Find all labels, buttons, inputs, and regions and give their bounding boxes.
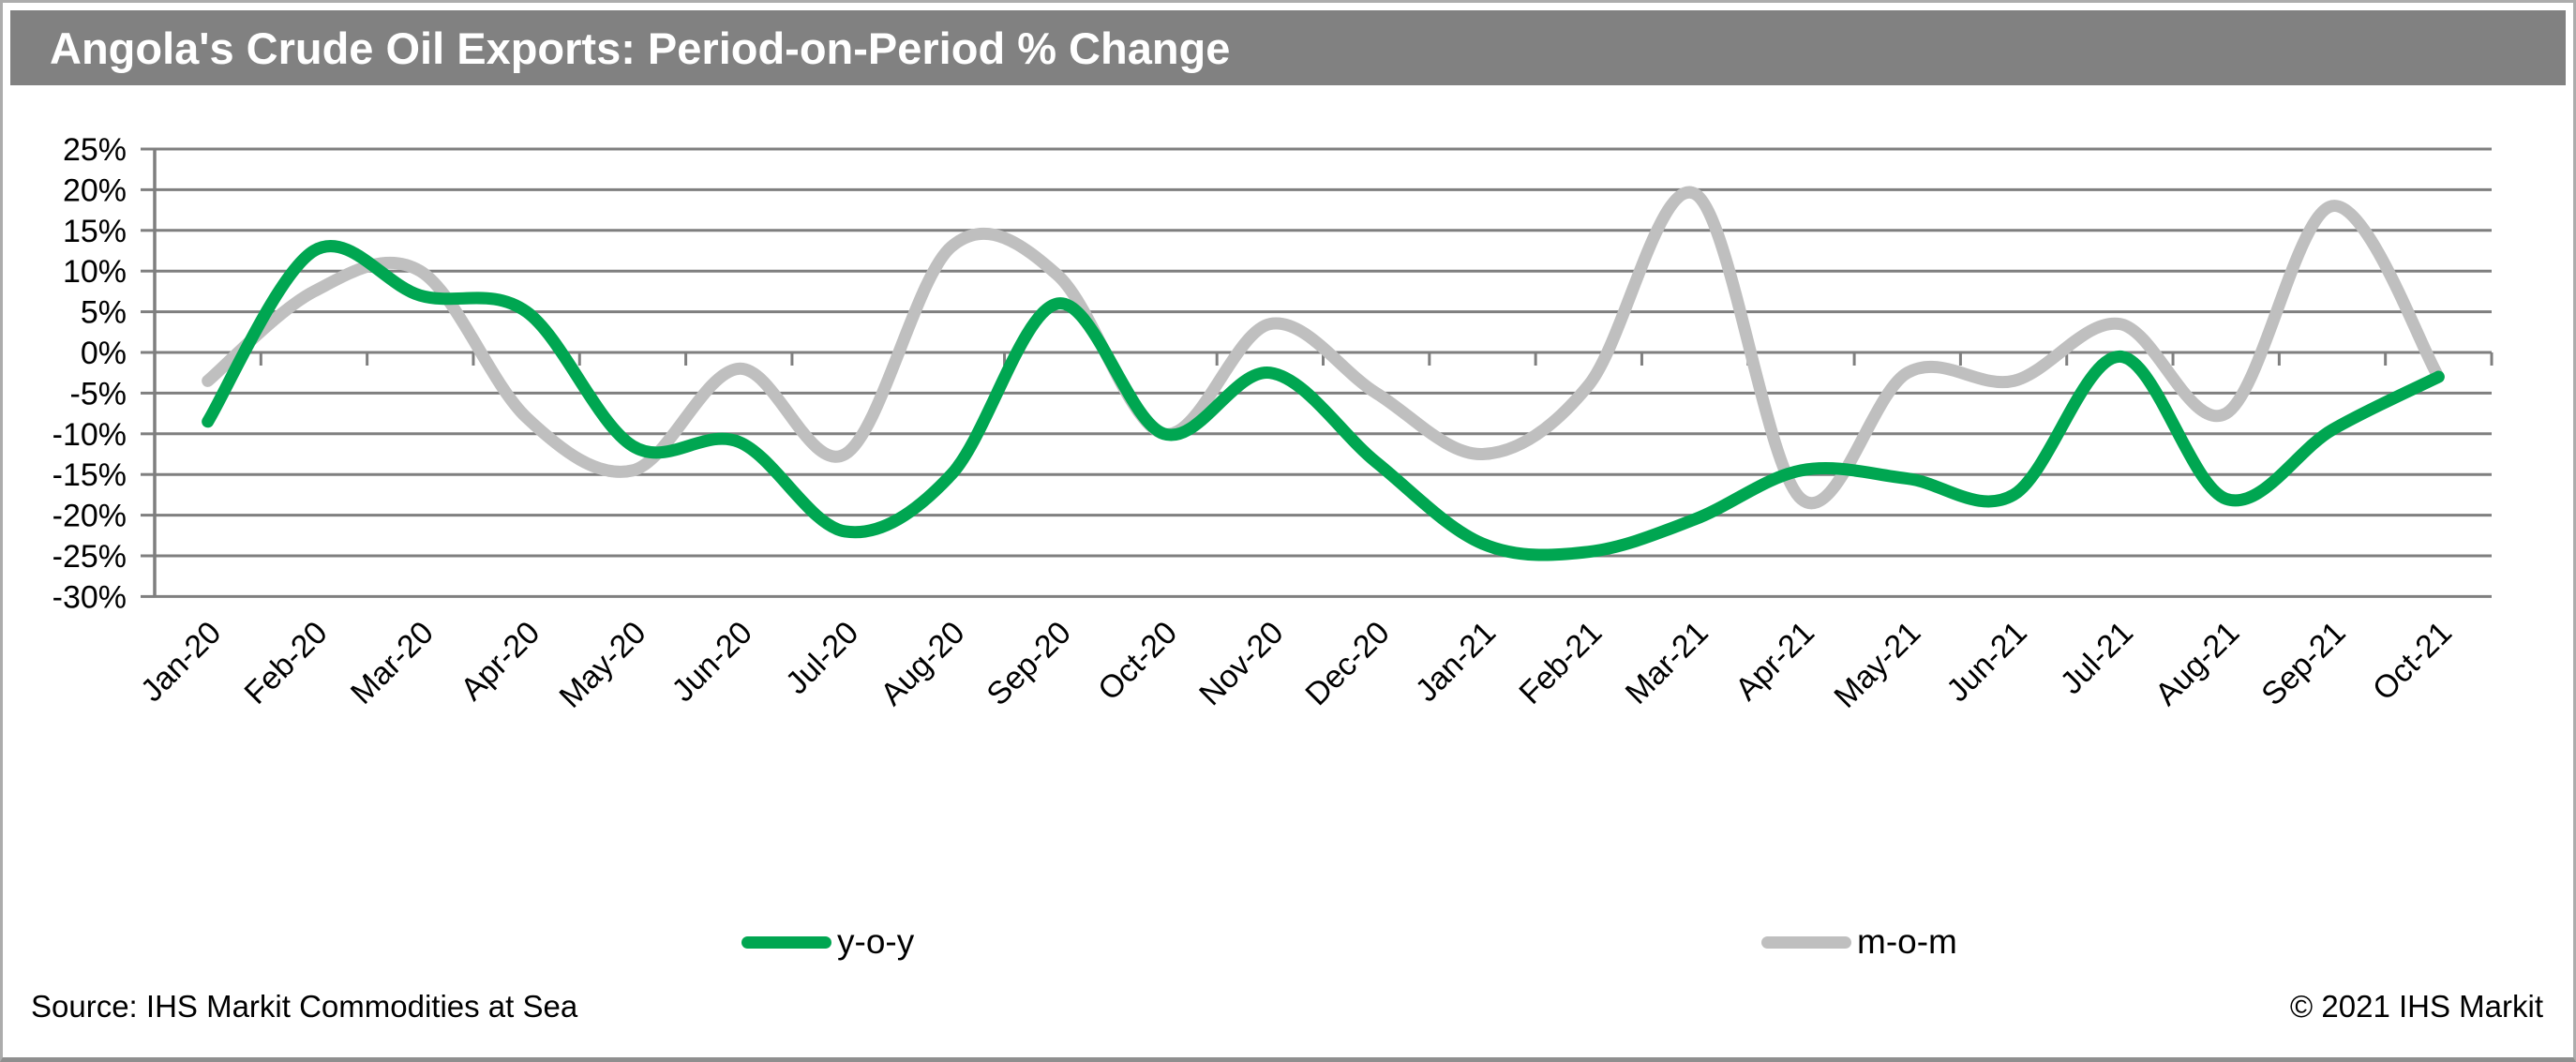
svg-text:Jun-20: Jun-20 (666, 615, 759, 709)
source-note: Source: IHS Markit Commodities at Sea (31, 989, 578, 1024)
line-chart: 25%20%15%10%5%0%-5%-10%-15%-20%-25%-30%J… (52, 132, 2494, 715)
svg-text:Mar-21: Mar-21 (1619, 615, 1715, 711)
svg-text:Sep-20: Sep-20 (980, 615, 1077, 712)
svg-text:0%: 0% (81, 336, 127, 371)
svg-text:Oct-20: Oct-20 (1091, 615, 1184, 708)
svg-text:-5%: -5% (70, 376, 127, 411)
svg-text:-20%: -20% (52, 499, 127, 534)
svg-text:May-20: May-20 (553, 615, 653, 715)
yoy-line-swatch-icon (741, 935, 831, 949)
mom-line-swatch-icon (1761, 935, 1851, 949)
svg-text:Apr-20: Apr-20 (454, 615, 547, 708)
page-title: Angola's Crude Oil Exports: Period-on-Pe… (50, 22, 1231, 73)
svg-text:Aug-21: Aug-21 (2149, 615, 2246, 712)
svg-text:-10%: -10% (52, 417, 127, 453)
svg-text:20%: 20% (63, 172, 127, 208)
svg-text:Aug-20: Aug-20 (874, 615, 971, 712)
svg-text:5%: 5% (81, 295, 127, 331)
svg-text:25%: 25% (63, 132, 127, 168)
copyright-note: © 2021 IHS Markit (2289, 989, 2543, 1024)
svg-text:Jan-20: Jan-20 (134, 615, 228, 709)
svg-text:-25%: -25% (52, 539, 127, 575)
svg-text:Mar-20: Mar-20 (344, 615, 441, 711)
svg-text:Oct-21: Oct-21 (2366, 615, 2459, 708)
chart-title-bar: Angola's Crude Oil Exports: Period-on-Pe… (10, 10, 2566, 85)
svg-text:Jul-21: Jul-21 (2054, 615, 2140, 701)
svg-text:Jan-21: Jan-21 (1409, 615, 1503, 709)
svg-text:Feb-20: Feb-20 (238, 615, 335, 711)
svg-text:Apr-21: Apr-21 (1729, 615, 1821, 708)
svg-text:15%: 15% (63, 214, 127, 249)
legend-item-mom: m-o-m (1761, 923, 1957, 961)
legend-label-mom: m-o-m (1857, 922, 1957, 961)
svg-text:Dec-20: Dec-20 (1298, 615, 1396, 712)
svg-text:Feb-21: Feb-21 (1512, 615, 1609, 711)
legend-item-yoy: y-o-y (741, 923, 914, 961)
svg-text:Nov-20: Nov-20 (1192, 615, 1290, 712)
svg-text:-15%: -15% (52, 457, 127, 493)
svg-text:10%: 10% (63, 254, 127, 290)
svg-text:Jul-20: Jul-20 (779, 615, 865, 701)
svg-text:Jun-21: Jun-21 (1939, 615, 2033, 709)
svg-text:-30%: -30% (52, 579, 127, 615)
legend-label-yoy: y-o-y (837, 922, 915, 961)
svg-text:Sep-21: Sep-21 (2254, 615, 2352, 712)
svg-text:May-21: May-21 (1827, 615, 1927, 715)
